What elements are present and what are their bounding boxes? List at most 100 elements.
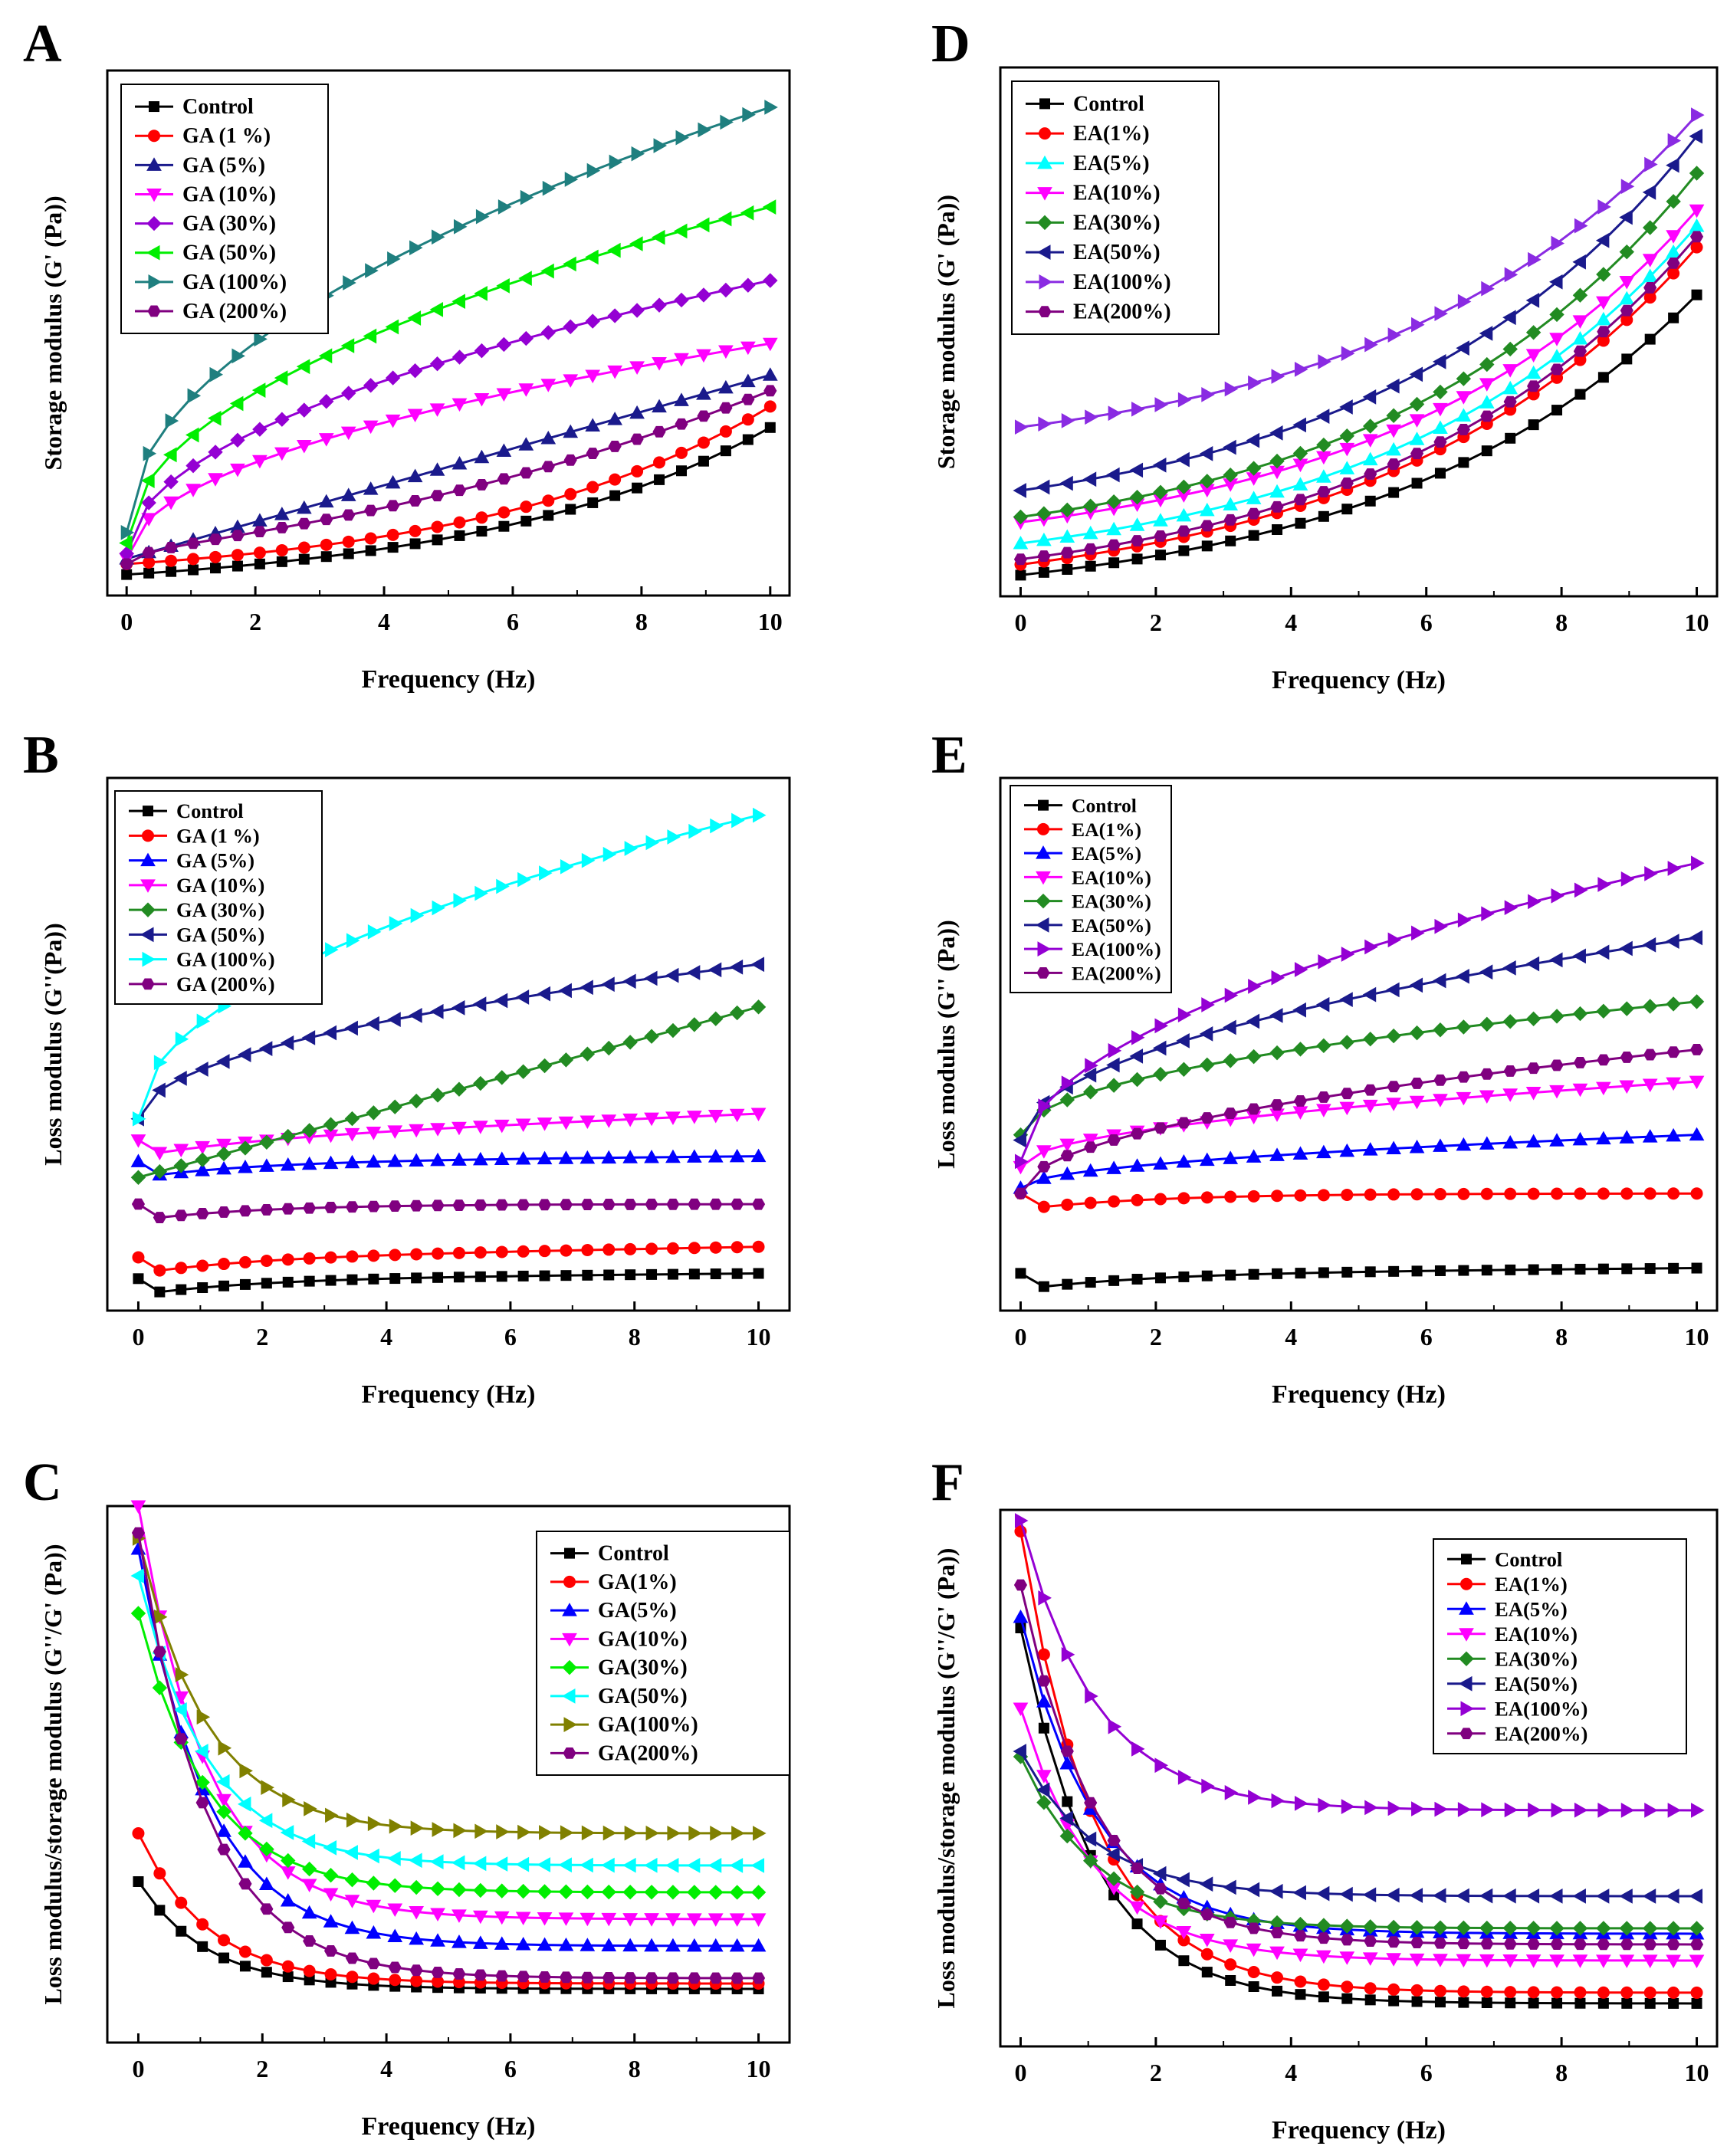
data-point — [343, 275, 356, 290]
data-point — [1248, 1268, 1259, 1280]
data-point — [1176, 451, 1190, 468]
data-point — [1036, 479, 1050, 495]
data-point — [1690, 1187, 1703, 1200]
data-point — [1292, 1042, 1308, 1057]
data-point — [196, 1013, 211, 1029]
data-point — [1596, 1081, 1611, 1096]
data-point — [1154, 1757, 1168, 1774]
data-point — [130, 1568, 144, 1583]
data-point — [1106, 1160, 1121, 1174]
data-point — [1432, 354, 1446, 369]
data-point — [1528, 419, 1539, 431]
data-point — [1362, 434, 1378, 448]
data-point — [388, 1200, 402, 1213]
data-point — [1574, 1997, 1586, 2009]
data-point — [1059, 1138, 1075, 1153]
data-point — [632, 482, 643, 494]
data-point — [1061, 1198, 1074, 1211]
data-point — [1432, 973, 1446, 989]
data-point — [323, 1868, 339, 1883]
data-point — [253, 546, 266, 560]
data-point — [1248, 978, 1262, 994]
data-point — [494, 1151, 510, 1165]
data-point — [498, 520, 510, 532]
data-point — [1223, 497, 1239, 510]
data-point — [751, 1198, 766, 1210]
data-point — [708, 1938, 724, 1952]
data-point — [196, 1918, 209, 1931]
data-point — [1084, 543, 1098, 555]
data-point — [1572, 1131, 1588, 1146]
data-point — [1364, 939, 1378, 955]
data-point — [1549, 274, 1563, 290]
data-point — [323, 1155, 339, 1170]
data-point — [496, 878, 510, 894]
data-point — [1479, 964, 1493, 980]
data-point — [1410, 1984, 1423, 1997]
data-point — [710, 1826, 724, 1841]
data-point — [1363, 1031, 1378, 1047]
data-point — [452, 1968, 466, 1980]
data-point — [1409, 396, 1425, 412]
panel-letter: C — [23, 1453, 62, 1512]
legend-marker — [1035, 917, 1049, 933]
data-point — [1525, 365, 1541, 379]
data-point — [1270, 1927, 1284, 1938]
data-point — [629, 303, 645, 318]
data-point — [1295, 1268, 1306, 1279]
x-tick-label: 6 — [504, 2055, 517, 2082]
data-point — [1433, 1138, 1448, 1152]
data-point — [740, 205, 754, 221]
data-point — [1595, 1889, 1610, 1904]
data-point — [1502, 1134, 1519, 1149]
data-point — [121, 569, 133, 580]
data-point — [1177, 392, 1192, 408]
x-tick-label: 4 — [378, 608, 390, 635]
data-point — [1152, 457, 1167, 473]
data-point — [301, 1030, 316, 1045]
data-point — [1085, 1688, 1098, 1704]
data-point — [1456, 340, 1469, 356]
data-point — [537, 1971, 552, 1983]
data-point — [622, 1938, 639, 1952]
data-point — [1082, 1067, 1097, 1083]
data-point — [451, 1152, 467, 1166]
legend-label: EA(10%) — [1073, 182, 1161, 205]
data-point — [1129, 1884, 1145, 1900]
legend-marker — [1461, 1554, 1472, 1565]
data-point — [1595, 944, 1610, 960]
data-point — [1642, 999, 1658, 1014]
data-point — [1225, 1974, 1236, 1986]
data-point — [695, 217, 710, 233]
data-point — [1574, 1263, 1586, 1275]
data-point — [558, 1150, 574, 1164]
data-point — [1456, 1091, 1472, 1106]
data-point — [1248, 530, 1259, 541]
data-point — [1013, 535, 1029, 550]
series-ea-1- — [1014, 1187, 1703, 1213]
data-point — [1176, 1153, 1192, 1168]
data-point — [1458, 1265, 1469, 1276]
legend-label: EA(30%) — [1072, 891, 1151, 913]
data-point — [216, 1774, 230, 1790]
legend: Control GA(1%) GA(5%) GA(10%) GA(30%) GA(50%)… — [536, 1531, 790, 1776]
data-point — [1691, 1803, 1705, 1818]
data-point — [718, 345, 734, 359]
y-axis-label: Loss modulus (G''(Pa)) — [39, 923, 67, 1165]
data-point — [474, 1246, 487, 1259]
data-point — [1292, 1146, 1308, 1160]
legend-marker — [564, 1547, 575, 1559]
data-point — [303, 1964, 316, 1977]
data-point — [1690, 1986, 1703, 1999]
data-point — [1248, 1790, 1262, 1805]
data-point — [346, 1250, 359, 1263]
data-point — [560, 1270, 572, 1281]
data-point — [515, 989, 530, 1005]
x-tick-label: 6 — [507, 608, 519, 635]
panel-letter: B — [23, 726, 59, 785]
data-point — [297, 541, 310, 554]
data-point — [708, 1109, 724, 1124]
data-point — [342, 535, 355, 548]
data-point — [1317, 1978, 1330, 1991]
